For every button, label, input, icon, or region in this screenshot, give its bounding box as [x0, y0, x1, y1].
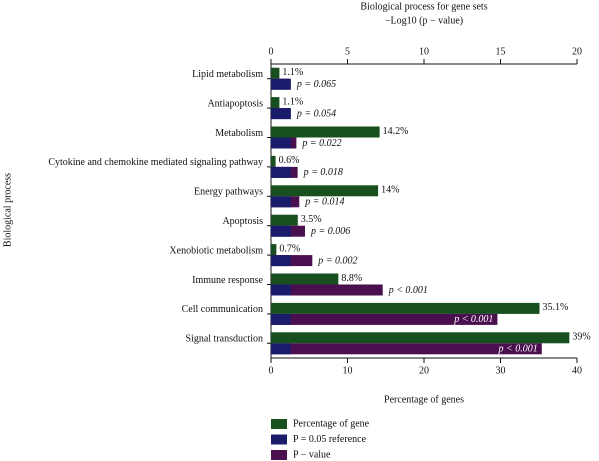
p-value-label: p < 0.001 [453, 314, 493, 325]
x-tick-label: 0 [269, 365, 274, 376]
bar [271, 78, 291, 90]
y-tick-label: Energy pathways [194, 187, 263, 198]
y-tick-label: Signal transduction [186, 334, 264, 345]
value-label: 35.1% [543, 302, 569, 313]
value-label: 14.2% [383, 126, 409, 137]
bar [271, 343, 542, 355]
value-label: 3.5% [301, 214, 322, 225]
bar [271, 196, 291, 208]
bar [271, 284, 383, 296]
x-tick-label: 30 [496, 365, 506, 376]
x2-axis-label: −Log10 (p − value) [385, 15, 463, 26]
p-value-label: p < 0.001 [388, 285, 428, 296]
value-label: 8.8% [341, 273, 362, 284]
p-value-label: p = 0.002 [317, 255, 357, 266]
legend-swatch [271, 419, 287, 429]
legend-label: P − value [293, 449, 331, 460]
x2-tick-label: 15 [496, 46, 506, 57]
bar [271, 126, 380, 138]
bar [271, 255, 291, 267]
bar [271, 313, 498, 325]
bar [271, 137, 291, 149]
bar [271, 343, 291, 355]
bar [271, 332, 570, 344]
x2-tick-label: 0 [269, 46, 274, 57]
value-label: 0.7% [279, 243, 300, 254]
bar [271, 97, 280, 109]
p-value-label: p = 0.014 [304, 197, 344, 208]
bar [271, 166, 291, 178]
p-value-label: p = 0.054 [296, 108, 336, 119]
x2-tick-label: 20 [572, 46, 582, 57]
p-value-label: p = 0.018 [303, 167, 343, 178]
y-tick-label: Apoptosis [222, 216, 263, 227]
bar [271, 214, 298, 226]
bar [271, 302, 540, 314]
x2-tick-label: 10 [419, 46, 429, 57]
bar [271, 225, 291, 237]
legend-label: P = 0.05 reference [293, 434, 367, 445]
y-tick-label: Xenobiotic metabolism [169, 245, 263, 256]
value-label: 1.1% [282, 67, 303, 78]
legend-swatch [271, 434, 287, 445]
bar [271, 313, 291, 325]
p-value-label: p = 0.022 [301, 138, 341, 149]
value-label: 39% [572, 332, 590, 343]
x-tick-label: 40 [572, 365, 582, 376]
y-tick-label: Antiapoptosis [207, 98, 263, 109]
x2-tick-label: 5 [345, 46, 350, 57]
p-value-label: p = 0.065 [296, 79, 336, 90]
value-label: 1.1% [282, 96, 303, 107]
y-tick-label: Immune response [192, 275, 263, 286]
value-label: 0.6% [279, 155, 300, 166]
x-axis-label: Percentage of genes [384, 394, 464, 405]
y-tick-label: Metabolism [215, 128, 263, 139]
bar [271, 244, 277, 256]
p-value-label: p < 0.001 [498, 344, 538, 355]
bar [271, 255, 313, 267]
x-tick-label: 20 [419, 365, 429, 376]
bar [271, 155, 276, 167]
bar [271, 108, 291, 120]
p-value-label: p = 0.006 [310, 226, 350, 237]
y-tick-label: Cytokine and chemokine mediated signalin… [48, 157, 263, 168]
value-label: 14% [381, 185, 399, 196]
x-tick-label: 10 [343, 365, 353, 376]
bar [271, 67, 280, 79]
y-tick-label: Cell communication [182, 304, 263, 315]
bar [271, 273, 339, 285]
chart-title: Biological process for gene sets [360, 1, 487, 12]
legend-label: Percentage of gene [293, 418, 370, 429]
y-axis-label: Biological process [2, 173, 13, 247]
legend-swatch [271, 450, 287, 460]
bar [271, 284, 291, 296]
bar [271, 185, 379, 197]
y-tick-label: Lipid metabolism [192, 69, 263, 80]
